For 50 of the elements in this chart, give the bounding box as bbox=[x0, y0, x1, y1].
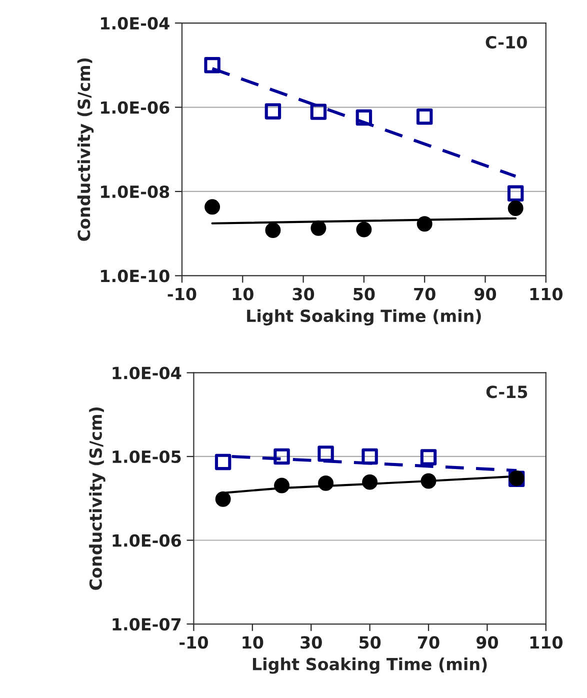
point bbox=[507, 185, 524, 202]
point bbox=[265, 222, 281, 238]
x-tick-label: 90 bbox=[474, 288, 496, 300]
point bbox=[416, 216, 432, 232]
y-axis-title: Conductivity (S/cm) bbox=[89, 407, 106, 590]
point bbox=[362, 474, 378, 490]
point bbox=[356, 109, 372, 126]
point bbox=[318, 475, 334, 491]
y-tick-label: 1.0E-04 bbox=[101, 16, 170, 30]
x-tick-label: 70 bbox=[418, 636, 440, 649]
point bbox=[318, 446, 334, 462]
x-tick-label: 50 bbox=[354, 288, 375, 300]
x-axis-title: Light Soaking Time (min) bbox=[247, 309, 481, 326]
y-tick-label: 1.0E-06 bbox=[101, 101, 170, 114]
x-axis-title: Light Soaking Time (min) bbox=[252, 658, 487, 674]
annotation: C-10 bbox=[486, 36, 527, 49]
point bbox=[362, 448, 378, 465]
x-tick-label: -10 bbox=[180, 636, 208, 649]
point bbox=[310, 104, 327, 120]
point bbox=[420, 473, 436, 489]
y-axis-title: Conductivity (S/cm) bbox=[77, 58, 94, 241]
point bbox=[204, 199, 220, 215]
y-tick-label: 1.0E-06 bbox=[112, 534, 182, 547]
x-tick-label: 110 bbox=[530, 636, 563, 649]
y-tick-label: 1.0E-04 bbox=[112, 366, 182, 380]
point bbox=[420, 449, 437, 466]
point bbox=[274, 448, 290, 465]
point bbox=[356, 222, 372, 238]
point bbox=[310, 220, 326, 236]
x-tick-label: 90 bbox=[476, 636, 498, 649]
y-tick-label: 1.0E-10 bbox=[101, 270, 170, 282]
y-tick-label: 1.0E-08 bbox=[101, 185, 170, 198]
point bbox=[416, 108, 433, 125]
y-tick-label: 1.0E-05 bbox=[112, 450, 181, 464]
x-tick-label: 70 bbox=[414, 288, 436, 300]
x-tick-label: 10 bbox=[242, 636, 264, 649]
point bbox=[274, 478, 290, 494]
point bbox=[214, 454, 232, 470]
x-tick-label: 10 bbox=[232, 288, 254, 300]
x-tick-label: 30 bbox=[300, 636, 322, 649]
point bbox=[204, 57, 220, 74]
x-tick-label: 30 bbox=[292, 288, 314, 300]
x-tick-label: 110 bbox=[530, 288, 563, 300]
point bbox=[264, 103, 282, 120]
point bbox=[508, 200, 524, 216]
y-tick-label: 1.0E-07 bbox=[112, 618, 181, 631]
annotation: C-15 bbox=[486, 386, 528, 398]
point bbox=[215, 491, 231, 507]
x-tick-label: 50 bbox=[360, 636, 381, 649]
x-tick-label: -10 bbox=[168, 288, 196, 300]
